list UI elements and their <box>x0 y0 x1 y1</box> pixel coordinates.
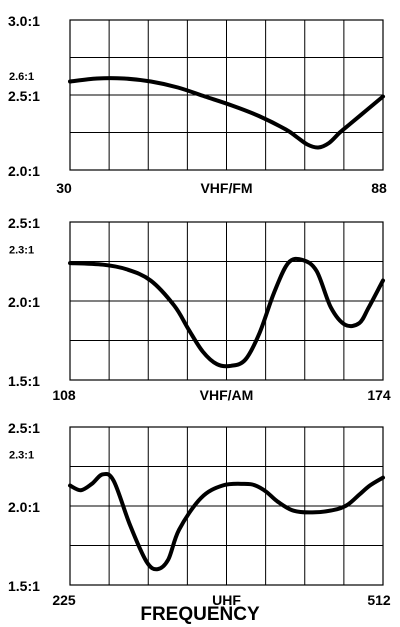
vhf-am-x-axis-label: VHF/AM <box>200 387 254 403</box>
uhf-x-axis-label: UHF <box>212 592 241 608</box>
uhf-vswr-curve <box>68 471 385 572</box>
vhf-am-y-tick-label: 1.5:1 <box>8 373 40 389</box>
vhf-fm-x-axis-label: VHF/FM <box>200 180 252 196</box>
frequency-label: FREQUENCY <box>140 604 260 625</box>
vhf-fm-y-tick-label: 2.5:1 <box>8 88 40 104</box>
vhf-fm-x-tick-label-max: 88 <box>371 180 387 196</box>
vhf-am-y-tick-label: 2.0:1 <box>8 294 40 310</box>
uhf-y-tick-label: 1.5:1 <box>8 578 40 594</box>
uhf-x-tick-label-min: 225 <box>52 592 76 608</box>
vhf-am-y-tick-label: 2.3:1 <box>9 245 34 257</box>
vhf-am-x-tick-label-min: 108 <box>52 387 76 403</box>
vhf-fm-y-tick-label: 3.0:1 <box>8 13 40 29</box>
vhf-am-plot-frame <box>69 221 384 381</box>
uhf-panel: 2.5:1 2.3:1 2.0:1 1.5:1 225 512 UHF <box>8 420 391 608</box>
vhf-am-vswr-curve <box>68 256 385 369</box>
vhf-am-x-tick-label-max: 174 <box>367 387 391 403</box>
vhf-fm-y-tick-label: 2.0:1 <box>8 163 40 179</box>
vhf-fm-y-tick-label: 2.6:1 <box>9 71 34 83</box>
vhf-am-y-tick-label: 2.5:1 <box>8 215 40 231</box>
vhf-fm-panel: 3.0:1 2.6:1 2.5:1 2.0:1 30 88 VHF/FM <box>8 13 387 196</box>
uhf-x-tick-label-max: 512 <box>367 592 391 608</box>
uhf-y-tick-label: 2.5:1 <box>8 420 40 436</box>
uhf-y-tick-label: 2.3:1 <box>9 450 34 462</box>
uhf-plot-frame <box>69 426 384 586</box>
uhf-y-tick-label: 2.0:1 <box>8 499 40 515</box>
vhf-am-panel: 2.5:1 2.3:1 2.0:1 1.5:1 108 174 VHF/AM <box>8 215 391 403</box>
vhf-fm-x-tick-label-min: 30 <box>56 180 72 196</box>
vhf-fm-vswr-curve <box>68 76 385 150</box>
